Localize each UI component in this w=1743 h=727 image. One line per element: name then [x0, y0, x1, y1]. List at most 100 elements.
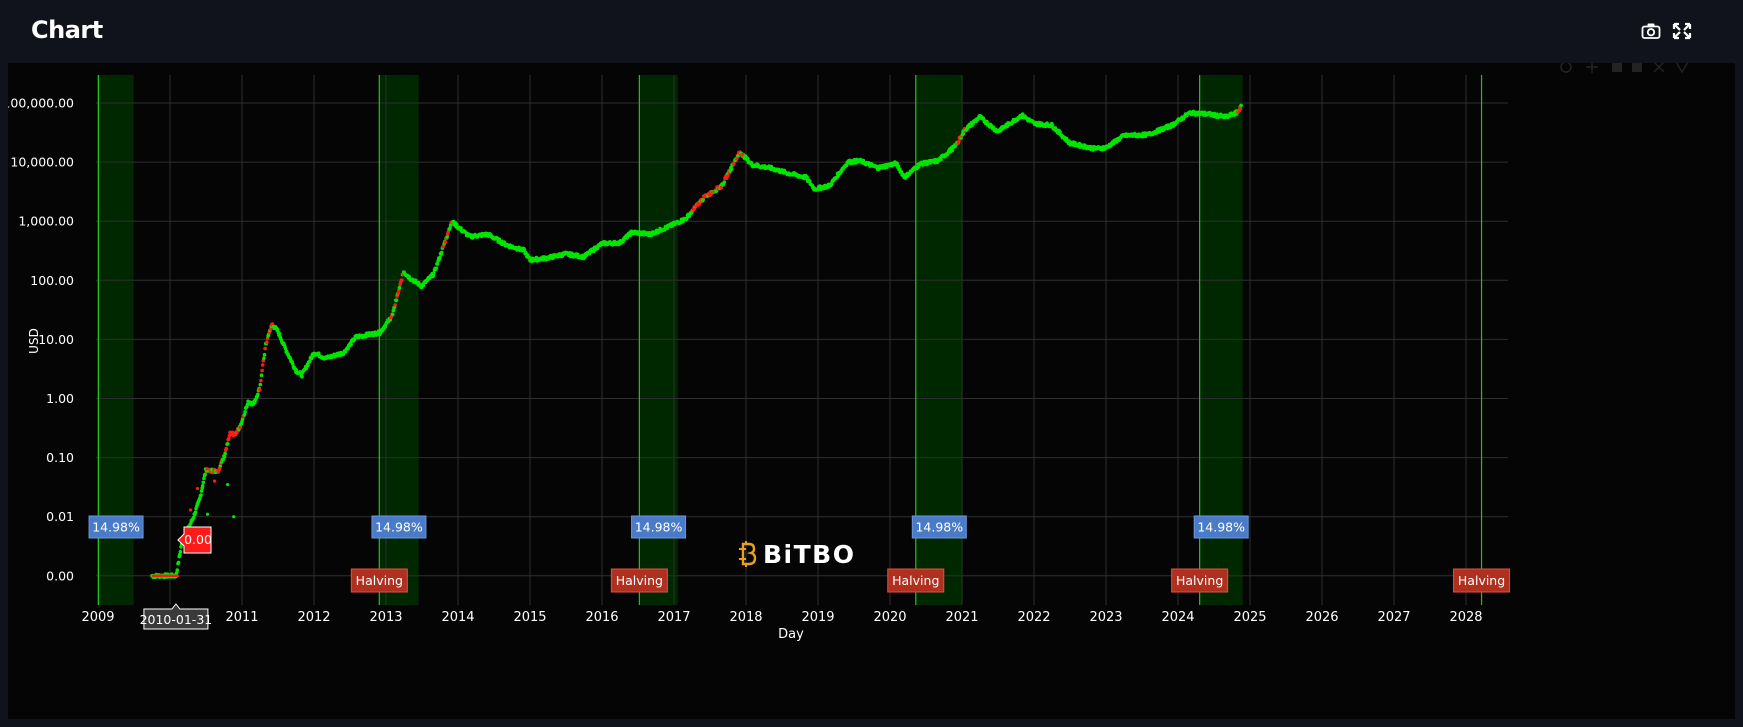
- reset-axes-icon[interactable]: [1675, 61, 1689, 74]
- percent-badge-bg: [1193, 515, 1249, 539]
- price-point: [1238, 107, 1243, 111]
- price-point: [263, 346, 267, 351]
- chart-panel: 100,000.00 10,000.00 1,000.00 100.00 10.00 1.…: [2, 61, 1735, 719]
- price-point: [746, 156, 750, 161]
- price-point: [275, 327, 280, 332]
- camera-icon[interactable]: [1641, 22, 1661, 40]
- price-point: [448, 226, 452, 230]
- price-point: [719, 185, 724, 190]
- hover-value: 0.00: [184, 532, 212, 547]
- percent-badge-bg: [371, 515, 427, 539]
- x-tick-label: 2023: [1089, 610, 1122, 625]
- annotations: 14.98% 14.98% 14.98% 14.98% 14.98% Halving Hal…: [88, 515, 1511, 593]
- price-point: [726, 174, 730, 178]
- x-tick-label: 2013: [369, 610, 402, 625]
- autoscale-icon[interactable]: [1653, 61, 1665, 73]
- price-point: [722, 180, 727, 184]
- price-point: [262, 356, 266, 361]
- bitbo-logo: BiTBO: [739, 540, 854, 569]
- price-point: [174, 571, 179, 575]
- price-point: [283, 347, 288, 351]
- fullscreen-icon[interactable]: [1672, 22, 1692, 40]
- price-point: [390, 312, 395, 317]
- price-point: [308, 359, 312, 363]
- price-point: [175, 568, 180, 572]
- x-tick-label: 2011: [225, 610, 258, 625]
- price-point: [391, 308, 396, 313]
- price-point: [225, 442, 230, 446]
- percent-badge-bg: [88, 515, 144, 539]
- price-point: [1005, 124, 1010, 129]
- percent-badge: 14.98%: [1193, 515, 1249, 539]
- price-point: [836, 174, 840, 179]
- halving-badge-bg: [1453, 568, 1511, 593]
- hover-value-bg: [177, 526, 212, 554]
- y-axis-ticks: 100,000.00 10,000.00 1,000.00 100.00 10.00 1.…: [2, 96, 74, 584]
- price-chart[interactable]: 100,000.00 10,000.00 1,000.00 100.00 10.00 1.…: [2, 61, 1735, 719]
- x-tick-label: 2019: [801, 610, 834, 625]
- price-point: [807, 179, 812, 183]
- price-point: [445, 235, 450, 239]
- percent-badge: 14.98%: [631, 515, 687, 539]
- price-point: [749, 161, 754, 165]
- price-point: [199, 493, 203, 497]
- price-point: [260, 368, 264, 373]
- price-point: [224, 446, 229, 451]
- price-point: [258, 388, 262, 392]
- price-point: [195, 486, 200, 491]
- price-point: [829, 182, 834, 187]
- halving-badge-label: Halving: [1458, 573, 1505, 588]
- y-tick-label: 1,000.00: [18, 214, 74, 229]
- zoom-icon[interactable]: [1560, 61, 1572, 73]
- y-tick-label: 1.00: [46, 391, 74, 406]
- price-point: [346, 347, 350, 351]
- price-point: [349, 342, 353, 347]
- price-point: [179, 545, 183, 549]
- price-point: [222, 455, 227, 459]
- price-point: [300, 374, 304, 379]
- percent-badge-label: 14.98%: [92, 520, 140, 535]
- price-point: [434, 266, 439, 270]
- price-point: [188, 508, 193, 512]
- price-point: [735, 157, 739, 161]
- halving-badge-bg: [350, 568, 408, 593]
- price-point: [306, 363, 310, 368]
- percent-badge: 14.98%: [911, 515, 967, 539]
- y-tick-label: 100,000.00: [8, 96, 74, 111]
- pan-icon[interactable]: [1586, 61, 1598, 73]
- price-point: [277, 331, 282, 336]
- price-point: [242, 413, 247, 417]
- x-tick-label: 2027: [1377, 610, 1410, 625]
- zoom-out-icon[interactable]: [1632, 62, 1642, 72]
- price-point: [497, 237, 502, 241]
- y-tick-label: 10,000.00: [10, 155, 74, 170]
- y-tick-label: 0.10: [46, 450, 74, 465]
- price-point: [443, 240, 448, 244]
- percent-badge-bg: [631, 515, 687, 539]
- header-bar: Chart: [0, 0, 1743, 63]
- price-point: [200, 484, 205, 488]
- price-point: [268, 327, 273, 331]
- price-point: [223, 451, 227, 456]
- x-tick-label: 2024: [1161, 610, 1194, 625]
- price-point: [1058, 130, 1062, 134]
- price-point: [238, 425, 242, 430]
- halving-badge: Halving: [1171, 568, 1229, 593]
- x-tick-label: 2009: [81, 610, 114, 625]
- percent-badge: 14.98%: [371, 515, 427, 539]
- page-title: Chart: [31, 16, 103, 44]
- price-point: [393, 303, 398, 307]
- price-point: [178, 549, 183, 554]
- halving-badge-bg: [887, 568, 945, 593]
- halving-lines: [97, 75, 1483, 605]
- price-point: [256, 392, 260, 397]
- halving-badge: Halving: [350, 568, 408, 593]
- price-point: [903, 176, 908, 180]
- zoom-in-icon[interactable]: [1612, 62, 1622, 72]
- halving-badge: Halving: [887, 568, 945, 593]
- hover-date-badge: 2010-01-31: [140, 603, 212, 630]
- percent-badge-label: 14.98%: [375, 520, 423, 535]
- price-point: [1239, 103, 1243, 108]
- hover-value-badge: 0.00: [177, 526, 212, 554]
- price-point: [205, 512, 210, 516]
